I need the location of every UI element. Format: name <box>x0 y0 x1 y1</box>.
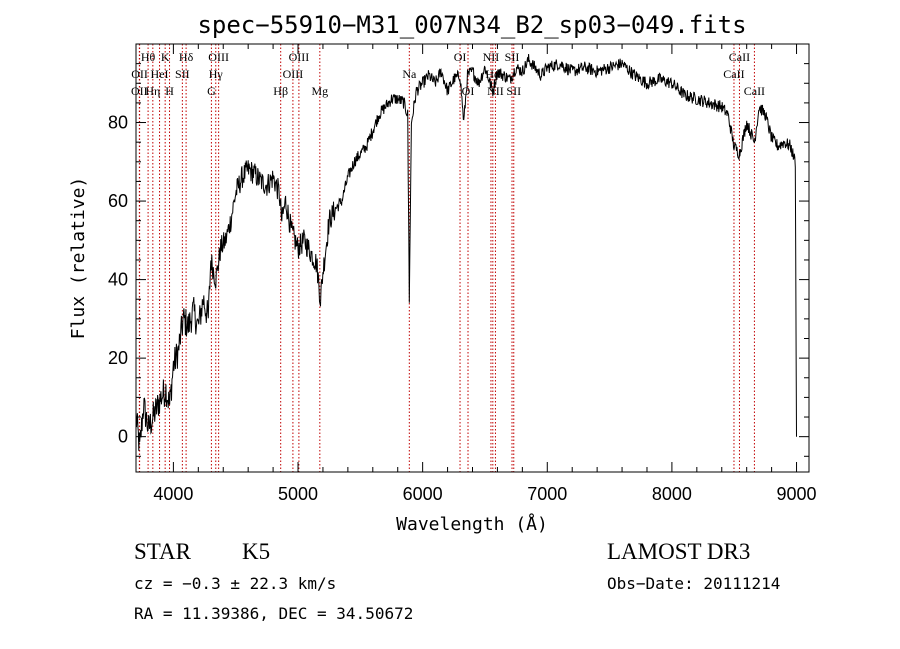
emission-line-label: K <box>161 50 170 64</box>
y-tick-label: 40 <box>108 270 128 290</box>
redshift-text: cz = −0.3 ± 22.3 km/s <box>134 574 336 593</box>
emission-line-label: OII <box>131 67 148 81</box>
y-axis-label: Flux (relative) <box>68 177 89 340</box>
survey-name: LAMOST DR3 <box>607 539 750 564</box>
y-tick-label: 80 <box>108 113 128 133</box>
emission-line-label: OIII <box>208 50 229 64</box>
emission-line-label: CaII <box>723 67 744 81</box>
x-tick-label: 8000 <box>652 484 692 504</box>
emission-line-label: Mg <box>311 84 328 98</box>
emission-line-label: H <box>165 84 174 98</box>
y-axis-ticks: 0 20 40 60 80 <box>108 63 809 457</box>
x-tick-label: 4000 <box>153 484 193 504</box>
emission-line-label: Hη <box>145 84 160 98</box>
emission-line-label: Hγ <box>209 67 224 81</box>
chart-title: spec−55910−M31_007N34_B2_sp03−049.fits <box>197 11 746 39</box>
y-tick-label: 20 <box>108 348 128 368</box>
emission-line-label: Hδ <box>179 50 194 64</box>
emission-line-label: NII <box>487 84 504 98</box>
emission-line-label: Na <box>402 67 417 81</box>
emission-line-label: G <box>207 84 216 98</box>
emission-line-label: OI <box>454 50 467 64</box>
spectrum-line <box>135 53 797 451</box>
x-tick-label: 9000 <box>777 484 817 504</box>
x-tick-label: 6000 <box>403 484 443 504</box>
y-tick-label: 0 <box>118 427 128 447</box>
coordinates: RA = 11.39386, DEC = 34.50672 <box>134 604 413 623</box>
emission-line-label: CaII <box>744 84 765 98</box>
x-axis-ticks: 4000 5000 6000 7000 8000 9000 <box>153 44 817 504</box>
emission-line-label: OIII <box>289 50 310 64</box>
emission-line-label: Hβ <box>273 84 288 98</box>
emission-line-markers <box>138 44 755 472</box>
emission-line-label: OII <box>131 84 148 98</box>
emission-line-label: SII <box>506 84 521 98</box>
x-tick-label: 7000 <box>527 484 567 504</box>
spectral-subclass: K5 <box>242 539 270 564</box>
emission-line-label: OI <box>462 84 475 98</box>
emission-line-label: SII <box>505 50 520 64</box>
x-axis-label: Wavelength (Å) <box>396 513 548 535</box>
emission-line-label: CaII <box>729 50 750 64</box>
obs-date: Obs−Date: 20111214 <box>607 574 780 593</box>
y-tick-label: 60 <box>108 191 128 211</box>
emission-line-label: NII <box>483 50 500 64</box>
info-footer: STAR K5 LAMOST DR3 cz = −0.3 ± 22.3 km/s… <box>134 539 780 623</box>
object-class: STAR <box>134 539 192 564</box>
plot-frame <box>135 43 810 473</box>
x-tick-label: 5000 <box>278 484 318 504</box>
emission-line-label: OIII <box>283 67 304 81</box>
emission-line-label: HeI <box>151 67 169 81</box>
emission-line-label: Hθ <box>141 50 156 64</box>
emission-line-label: SII <box>175 67 190 81</box>
